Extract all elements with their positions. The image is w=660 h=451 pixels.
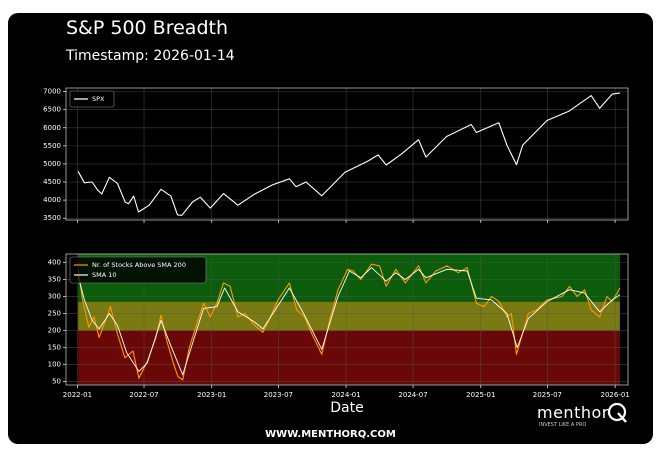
chart-title: S&P 500 Breadth — [66, 17, 228, 39]
footer-url: WWW.MENTHORQ.COM — [265, 429, 396, 440]
y-tick-label: 50 — [52, 378, 61, 386]
x-tick-label: 2023-07 — [264, 391, 293, 399]
x-axis-title: Date — [330, 400, 363, 416]
zone-band — [78, 301, 620, 331]
x-tick-label: 2026-01 — [600, 391, 629, 399]
y-tick-label: 150 — [48, 344, 61, 352]
y-tick-label: 5500 — [43, 142, 61, 150]
x-tick-label: 2025-01 — [466, 391, 495, 399]
x-tick-label: 2025-07 — [533, 391, 562, 399]
plot-frame — [65, 87, 629, 221]
y-tick-label: 300 — [48, 293, 61, 301]
x-tick-label: 2023-01 — [197, 391, 226, 399]
legend-label: SMA 10 — [92, 271, 117, 279]
chart-timestamp: Timestamp: 2026-01-14 — [66, 48, 235, 64]
x-tick-label: 2024-01 — [331, 391, 360, 399]
y-tick-label: 7000 — [43, 88, 61, 96]
y-tick-label: 6500 — [43, 106, 61, 114]
y-tick-label: 100 — [48, 361, 61, 369]
series-line — [77, 92, 620, 216]
zone-band — [78, 330, 620, 385]
y-tick-label: 400 — [48, 259, 61, 267]
x-tick-label: 2024-07 — [398, 391, 427, 399]
y-tick-label: 3500 — [43, 214, 61, 222]
y-tick-label: 4000 — [43, 196, 61, 204]
brand-tagline: INVEST LIKE A PRO — [539, 422, 587, 428]
x-tick-label: 2022-01 — [63, 391, 92, 399]
y-tick-label: 250 — [48, 310, 61, 318]
x-tick-label: 2022-07 — [129, 391, 158, 399]
chart-card: S&P 500 Breadth Timestamp: 2026-01-14 35… — [8, 13, 653, 444]
y-tick-label: 5000 — [43, 160, 61, 168]
series-line — [77, 267, 621, 376]
y-tick-label: 4500 — [43, 178, 61, 186]
y-tick-label: 6000 — [43, 124, 61, 132]
y-tick-label: 200 — [48, 327, 61, 335]
legend-box — [69, 90, 115, 108]
legend-label: SPX — [92, 95, 105, 103]
breadth-chart: 3500 4000 4500 5000 5500 6000 6500 7000 SPX 50 100… — [43, 87, 630, 416]
brand-logo: menthor INVEST LIKE A PRO — [537, 402, 633, 433]
y-tick-label: 350 — [48, 276, 61, 284]
legend-box — [69, 256, 207, 284]
brand-name: menthor — [537, 403, 609, 422]
plot-frame — [65, 253, 629, 386]
q-logo-icon — [607, 402, 627, 423]
legend-label: Nr. of Stocks Above SMA 200 — [92, 261, 186, 269]
